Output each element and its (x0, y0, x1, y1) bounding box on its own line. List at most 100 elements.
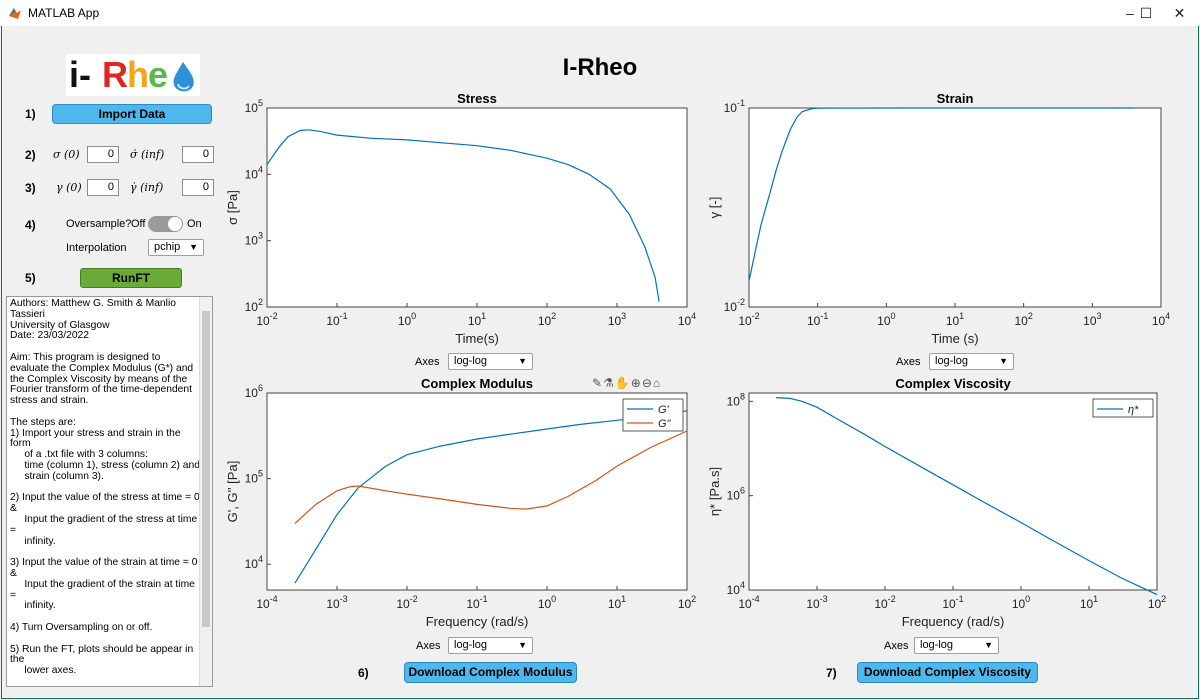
chart-2-xtick-label: 10-3 (326, 594, 347, 611)
gamma-rate-input[interactable]: 0 (182, 179, 214, 196)
chart-2-xtick-label: 10-2 (396, 594, 417, 611)
chart-1-title: Strain (937, 91, 974, 106)
chart-3-plot-area (748, 392, 1158, 591)
chart-2-series-0-line (294, 410, 688, 584)
chart-2-legend (622, 398, 684, 432)
step-2-label: 2) (25, 148, 36, 162)
oversample-off-label: Off (131, 218, 146, 230)
logo-graphic: i- R h e (69, 54, 194, 95)
chart-3-xtick-label: 10-4 (738, 594, 759, 611)
svg-text:i-: i- (69, 54, 91, 95)
run-ft-button[interactable]: RunFT (80, 268, 182, 288)
chart-0-plot-area (266, 107, 688, 308)
step-3-label: 3) (25, 181, 36, 195)
chart-2-series-1-line (294, 430, 688, 524)
svg-text:h: h (127, 54, 149, 95)
about-scrollbar[interactable] (199, 297, 212, 686)
chart-1-xlabel: Time (s) (931, 331, 978, 346)
chart-3-xtick-label: 10-2 (874, 594, 895, 611)
step-1-label: 1) (25, 107, 36, 121)
chart-2-legend-label: G" (658, 418, 672, 430)
gamma-rate-label: γ̇ (inf) (130, 181, 164, 194)
chart-0-xtick-label: 10-2 (256, 311, 277, 328)
download-complex-modulus-button[interactable]: Download Complex Modulus (404, 662, 577, 683)
chart-0-xtick-label: 104 (678, 311, 696, 328)
chart-0-xtick-label: 103 (608, 311, 626, 328)
chart-3-series-0-line (776, 397, 1158, 596)
zoom-out-icon[interactable]: ⊖ (641, 376, 653, 390)
chevron-down-icon: ▼ (518, 356, 527, 366)
chart-0-ylabel: σ [Pa] (225, 190, 240, 225)
chevron-down-icon: ▼ (984, 640, 993, 650)
chart-1-xtick-label: 102 (1014, 311, 1032, 328)
chart-0-ytick-label: 105 (245, 98, 263, 115)
viscosity-axes-dropdown[interactable]: log-log ▼ (914, 637, 999, 654)
strain-axes-dropdown[interactable]: log-log ▼ (929, 353, 1014, 370)
chart-0-xlabel: Time(s) (455, 331, 499, 346)
chart-3-xtick-label: 102 (1148, 594, 1166, 611)
chart-0-xtick-label: 101 (468, 311, 486, 328)
chart-3-xtick-label: 10-1 (942, 594, 963, 611)
data-tips-icon[interactable]: ⚗ (603, 376, 615, 390)
import-data-button[interactable]: Import Data (52, 104, 212, 124)
interpolation-dropdown[interactable]: pchip ▼ (148, 239, 204, 256)
chart-0-title: Stress (457, 91, 497, 106)
minimize-button[interactable]: – (1126, 5, 1134, 21)
chart-1-ylabel: γ [-] (707, 197, 722, 219)
download-complex-viscosity-button[interactable]: Download Complex Viscosity (857, 662, 1038, 683)
zoom-in-icon[interactable]: ⊕ (630, 376, 642, 390)
app-logo: i- R h e (66, 54, 200, 96)
chart-1-series-0-line (748, 107, 1134, 282)
chart-2-xlabel: Frequency (rad/s) (426, 614, 529, 629)
chart-0-xtick-label: 100 (398, 311, 416, 328)
chart-0-ytick-label: 104 (245, 164, 263, 181)
chart-0-xtick-label: 10-1 (326, 311, 347, 328)
chart-2-xtick-label: 102 (678, 594, 696, 611)
page-title: I-Rheo (562, 54, 638, 81)
about-text: Authors: Matthew G. Smith & Manlio Tassi… (10, 298, 200, 677)
chart-0-xtick-label: 102 (538, 311, 556, 328)
chart-3-ylabel: η* [Pa.s] (707, 467, 722, 516)
viscosity-axes-label: Axes (884, 640, 909, 652)
chart-1-ytick-label: 10-1 (724, 98, 745, 115)
matlab-icon (8, 6, 22, 20)
svg-text:R: R (102, 54, 128, 95)
home-icon[interactable]: ⌂ (652, 376, 662, 390)
pan-icon[interactable]: ✋ (614, 376, 631, 390)
interpolation-label: Interpolation (66, 242, 127, 254)
gamma0-input[interactable]: 0 (87, 179, 119, 196)
strain-axes-value: log-log (935, 355, 969, 367)
maximize-button[interactable]: ☐ (1139, 5, 1153, 21)
modulus-axes-value: log-log (454, 639, 488, 651)
sigma-rate-input[interactable]: 0 (182, 146, 214, 163)
chart-1-plot-area (748, 107, 1162, 308)
sigma-rate-label: σ̇ (inf) (130, 148, 165, 161)
oversample-on-label: On (187, 218, 202, 230)
chart-3-ytick-label: 108 (727, 391, 745, 408)
modulus-axes-label: Axes (416, 640, 441, 652)
stress-axes-dropdown[interactable]: log-log ▼ (448, 353, 533, 370)
step-7-label: 7) (826, 666, 837, 680)
sigma0-input[interactable]: 0 (87, 146, 119, 163)
chart-3-title: Complex Viscosity (895, 376, 1011, 391)
chart-3-legend (1092, 398, 1154, 418)
about-textarea[interactable]: Authors: Matthew G. Smith & Manlio Tassi… (6, 296, 213, 687)
brush-icon[interactable]: ✎ (592, 376, 604, 390)
svg-text:e: e (148, 54, 168, 95)
chart-3-xtick-label: 10-3 (806, 594, 827, 611)
step-4-label: 4) (25, 218, 36, 232)
strain-axes-label: Axes (896, 356, 921, 368)
chevron-down-icon: ▼ (999, 356, 1008, 366)
close-button[interactable]: ✕ (1173, 5, 1186, 21)
chart-1-xtick-label: 10-2 (738, 311, 759, 328)
chart-3-xtick-label: 101 (1080, 594, 1098, 611)
chart-3-ytick-label: 106 (727, 486, 745, 503)
chart-2-ytick-label: 105 (245, 469, 263, 486)
chart-3-xlabel: Frequency (rad/s) (902, 614, 1005, 629)
stress-axes-value: log-log (454, 355, 488, 367)
chart-3-legend-label: η* (1128, 404, 1139, 416)
modulus-axes-dropdown[interactable]: log-log ▼ (448, 637, 533, 654)
oversample-toggle[interactable] (148, 216, 183, 232)
viscosity-axes-value: log-log (920, 639, 954, 651)
